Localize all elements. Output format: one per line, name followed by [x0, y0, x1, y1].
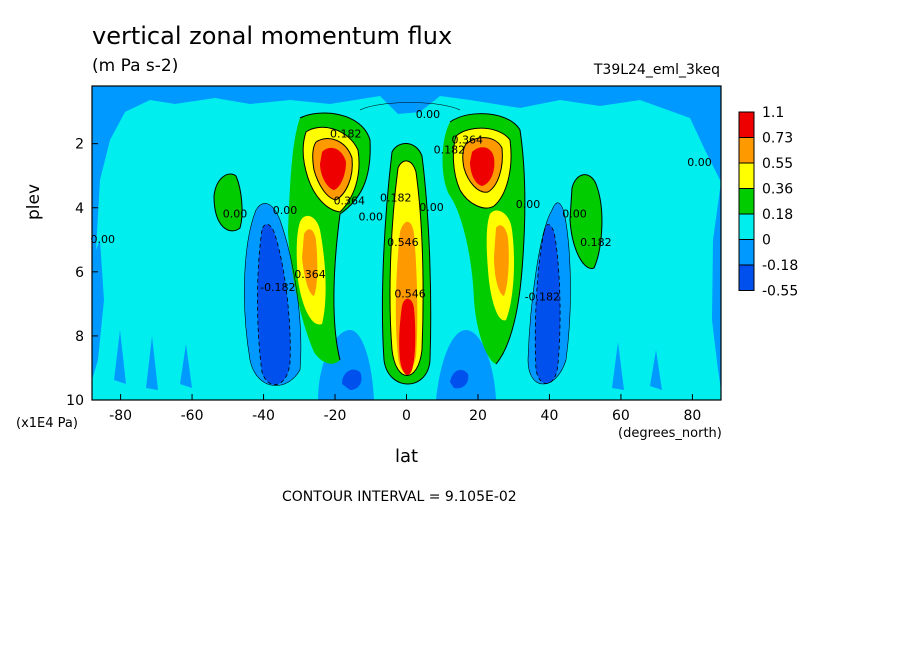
contour-lines-zero	[244, 102, 571, 386]
legend-level-label: -0.55	[762, 284, 798, 300]
legend-swatch	[738, 111, 755, 138]
contour-label: 0.364	[294, 268, 326, 281]
contour-label: 0.00	[359, 211, 384, 224]
contour-label: 0.182	[434, 143, 466, 156]
fill-neg-strong-eq	[342, 369, 469, 390]
x-tick-label: 60	[612, 408, 630, 424]
contour-lines	[213, 112, 603, 385]
contour-label: 0.364	[452, 134, 484, 147]
chart-title: vertical zonal momentum flux	[92, 22, 453, 50]
y-axis-units: (x1E4 Pa)	[16, 416, 78, 431]
legend-level-label: 1.1	[762, 105, 784, 121]
fill-neg-right-col	[712, 182, 721, 390]
x-axis: -80 -60 -40 -20 0 20 40 60 80	[109, 394, 701, 424]
contour-label: 0.546	[387, 236, 419, 249]
contour-fills	[92, 86, 721, 400]
contour-label: 0.00	[416, 108, 441, 121]
fill-neg-pol-left	[114, 330, 192, 390]
contour-label: 0.00	[223, 207, 248, 220]
legend-swatch	[738, 239, 755, 266]
fill-neg-strong-nh	[535, 224, 561, 384]
legend-swatch	[738, 188, 755, 215]
contour-label: -0.182	[525, 291, 560, 304]
legend-level-label: 0.73	[762, 131, 793, 147]
fill-green-right-blob	[570, 174, 602, 269]
fill-orange-sh-lower	[302, 229, 318, 296]
contour-label: 0.182	[580, 236, 612, 249]
fill-red-sh	[320, 147, 346, 190]
chart-units: (m Pa s-2)	[92, 56, 179, 76]
contour-label: 0.546	[394, 287, 426, 300]
legend-level-label: -0.18	[762, 258, 798, 274]
y-tick-label: 2	[75, 137, 84, 153]
x-axis-units: (degrees_north)	[618, 426, 722, 441]
fill-green-left-blob	[214, 174, 243, 231]
legend-level-label: 0.18	[762, 207, 793, 223]
contour-interval: CONTOUR INTERVAL = 9.105E-02	[282, 489, 517, 505]
contour-label: 0.182	[380, 191, 412, 204]
fill-neg-left-col	[92, 240, 104, 380]
legend-swatch	[738, 162, 755, 189]
y-tick-label: 10	[66, 393, 84, 409]
fill-orange-nh-lower	[494, 225, 509, 296]
legend-swatch	[738, 264, 755, 291]
x-tick-label: -40	[252, 408, 275, 424]
fill-neg-top-band	[92, 86, 721, 260]
x-tick-label: 0	[402, 408, 411, 424]
fill-red-eq	[399, 298, 416, 375]
contour-label: 0.00	[90, 233, 115, 246]
color-legend: 1.1 0.73 0.55 0.36 0.18 0 -0.18 -0.55	[738, 105, 798, 300]
contour-label: 0.182	[330, 127, 362, 140]
fill-red-nh	[470, 147, 495, 186]
legend-level-label: 0.36	[762, 182, 793, 198]
y-tick-label: 6	[75, 265, 84, 281]
contour-label: 0.00	[419, 201, 444, 214]
x-tick-label: -80	[109, 408, 132, 424]
contour-lines-negative	[257, 223, 561, 386]
contour-label: 0.00	[687, 156, 712, 169]
x-tick-label: -20	[324, 408, 347, 424]
y-tick-label: 4	[75, 201, 84, 217]
contour-label: 0.00	[273, 204, 298, 217]
fill-neg-pol-right	[612, 342, 662, 390]
dataset-label: T39L24_eml_3keq	[593, 62, 720, 78]
x-tick-label: -60	[181, 408, 204, 424]
y-axis: 2 4 6 8 10	[66, 137, 98, 409]
x-tick-label: 40	[541, 408, 559, 424]
legend-swatch	[738, 137, 755, 164]
y-axis-label: plev	[24, 183, 44, 220]
legend-level-label: 0.55	[762, 156, 793, 172]
y-tick-label: 8	[75, 329, 84, 345]
contour-label: 0.00	[562, 207, 587, 220]
x-tick-label: 20	[469, 408, 487, 424]
x-tick-label: 80	[683, 408, 701, 424]
contour-label: -0.182	[260, 281, 295, 294]
legend-swatch	[738, 213, 755, 240]
x-axis-label: lat	[395, 446, 419, 467]
legend-level-label: 0	[762, 233, 771, 249]
contour-label: 0.364	[334, 195, 366, 208]
contour-label: 0.00	[516, 198, 541, 211]
